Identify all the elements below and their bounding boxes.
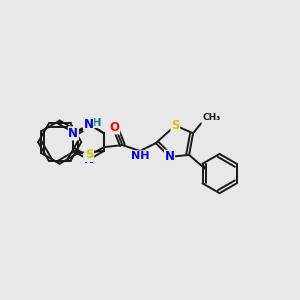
Text: NH: NH: [131, 151, 149, 161]
Text: NH: NH: [83, 118, 101, 128]
Text: N: N: [84, 153, 94, 166]
Text: O: O: [110, 121, 119, 134]
Text: N: N: [164, 150, 175, 164]
Text: CH₃: CH₃: [203, 112, 221, 122]
Text: N: N: [84, 118, 94, 131]
Text: S: S: [85, 148, 93, 161]
Text: N: N: [68, 127, 78, 140]
Text: S: S: [171, 119, 180, 132]
